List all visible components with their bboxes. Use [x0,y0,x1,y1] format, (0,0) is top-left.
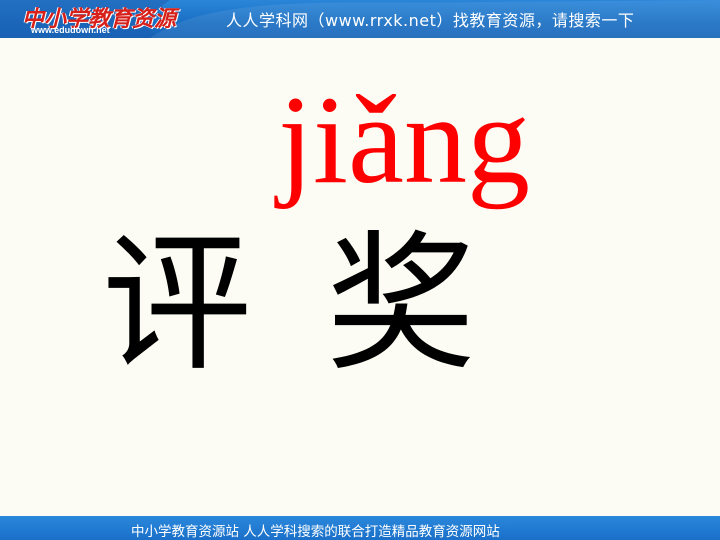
footer-bar: 中小学教育资源站 人人学科搜索的联合打造精品教育资源网站 [0,516,720,540]
header-bar: 中小学教育资源 www.edudown.net 人人学科网（www.rrxk.n… [0,0,720,38]
footer-text: 中小学教育资源站 人人学科搜索的联合打造精品教育资源网站 [131,524,500,540]
chinese-character-ping: 评 [102,218,253,392]
header-wave-decoration [0,0,720,38]
pinyin-label: jiǎng [278,71,530,210]
site-logo-url[interactable]: www.edudown.net [31,25,110,35]
header-title: 人人学科网（www.rrxk.net）找教育资源，请搜索一下 [226,11,635,30]
site-logo[interactable]: 中小学教育资源 [22,6,177,32]
chinese-character-jiang: 奖 [326,218,477,392]
